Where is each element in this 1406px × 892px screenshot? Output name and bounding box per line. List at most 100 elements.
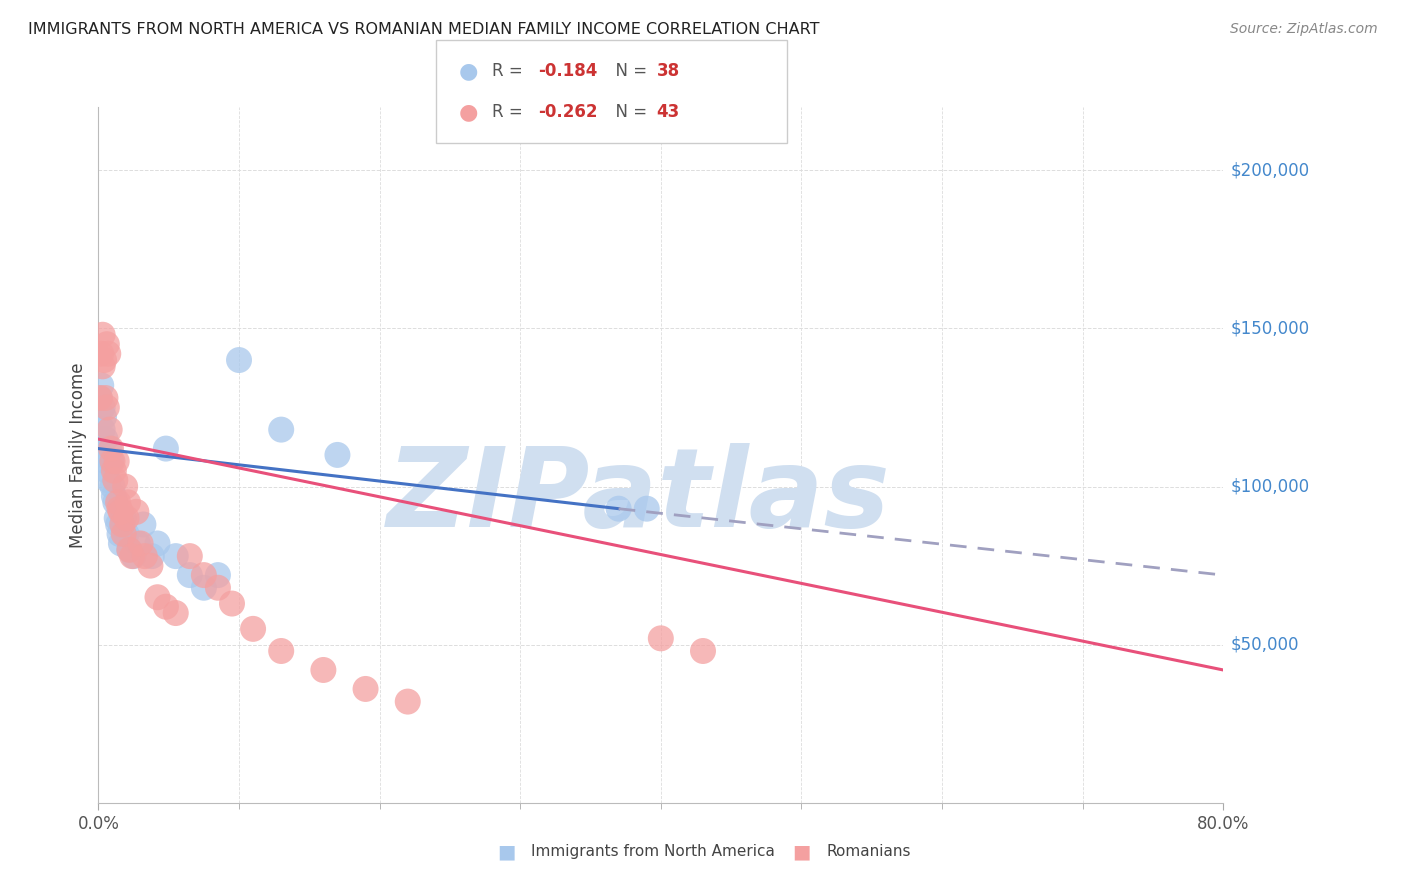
Point [96, 401, 118, 415]
Point [134, 549, 156, 563]
Point [105, 511, 128, 525]
Point [354, 681, 377, 696]
Point [193, 568, 215, 582]
Point [396, 695, 419, 709]
Point [103, 489, 125, 503]
Point [132, 517, 155, 532]
Point [111, 517, 134, 532]
Point [115, 511, 138, 525]
Point [207, 581, 229, 595]
Point [93, 353, 115, 368]
Point [139, 558, 162, 573]
Point [607, 501, 630, 516]
Text: -0.184: -0.184 [538, 62, 598, 79]
Point [94, 391, 117, 405]
Point [125, 505, 148, 519]
Point [122, 549, 145, 563]
Text: $50,000: $50,000 [1230, 636, 1299, 654]
Text: ●: ● [458, 102, 478, 122]
Y-axis label: Median Family Income: Median Family Income [69, 362, 87, 548]
Text: Source: ZipAtlas.com: Source: ZipAtlas.com [1230, 22, 1378, 37]
Point [636, 501, 658, 516]
Point [179, 549, 201, 563]
Text: 43: 43 [657, 103, 681, 121]
Point [146, 591, 169, 605]
Text: ■: ■ [792, 842, 811, 862]
Point [89, 391, 111, 405]
Point [146, 536, 169, 550]
Point [107, 517, 129, 532]
Point [108, 527, 131, 541]
Point [155, 442, 177, 456]
Text: 38: 38 [657, 62, 679, 79]
Point [270, 423, 292, 437]
Point [91, 327, 114, 342]
Point [179, 568, 201, 582]
Point [108, 501, 131, 516]
Point [90, 378, 112, 392]
Point [96, 337, 118, 351]
Point [193, 581, 215, 595]
Text: Romanians: Romanians [827, 845, 911, 859]
Text: ■: ■ [496, 842, 516, 862]
Point [112, 527, 135, 541]
Point [127, 536, 149, 550]
Point [104, 495, 127, 509]
Point [129, 536, 152, 550]
Point [207, 568, 229, 582]
Point [101, 454, 124, 468]
Point [100, 442, 122, 456]
Text: $200,000: $200,000 [1230, 161, 1309, 179]
Point [165, 549, 187, 563]
Point [96, 464, 118, 478]
Point [117, 495, 139, 509]
Point [103, 464, 125, 478]
Point [105, 454, 128, 468]
Point [118, 542, 141, 557]
Text: $100,000: $100,000 [1230, 477, 1309, 496]
Text: R =: R = [492, 62, 529, 79]
Point [312, 663, 335, 677]
Point [115, 527, 138, 541]
Point [90, 347, 112, 361]
Text: N =: N = [605, 103, 652, 121]
Point [155, 599, 177, 614]
Point [111, 517, 134, 532]
Point [94, 454, 117, 468]
Point [101, 479, 124, 493]
Point [326, 448, 349, 462]
Point [98, 442, 121, 456]
Point [93, 409, 115, 424]
Point [650, 632, 672, 646]
Point [91, 423, 114, 437]
Point [89, 391, 111, 405]
Text: -0.262: -0.262 [538, 103, 598, 121]
Point [242, 622, 264, 636]
Point [121, 549, 143, 563]
Point [91, 401, 114, 415]
Text: $150,000: $150,000 [1230, 319, 1309, 337]
Point [141, 549, 163, 563]
Point [118, 542, 141, 557]
Point [110, 536, 132, 550]
Point [165, 606, 187, 620]
Point [112, 511, 135, 525]
Point [221, 597, 243, 611]
Point [94, 432, 117, 446]
Point [93, 448, 115, 462]
Point [692, 644, 714, 658]
Text: ZIPatlas: ZIPatlas [387, 443, 890, 550]
Point [100, 454, 122, 468]
Text: ●: ● [458, 61, 478, 81]
Point [91, 359, 114, 374]
Point [107, 495, 129, 509]
Point [110, 505, 132, 519]
Point [98, 423, 121, 437]
Point [228, 353, 250, 368]
Point [114, 479, 136, 493]
Point [97, 473, 120, 487]
Text: N =: N = [605, 62, 652, 79]
Point [104, 473, 127, 487]
Point [270, 644, 292, 658]
Text: Immigrants from North America: Immigrants from North America [531, 845, 775, 859]
